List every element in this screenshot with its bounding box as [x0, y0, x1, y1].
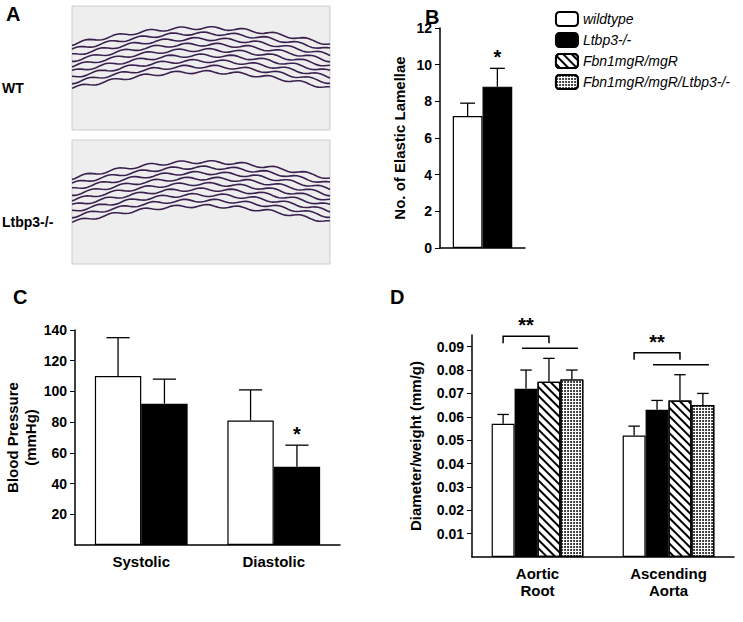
- svg-text:No. of Elastic Lamellae: No. of Elastic Lamellae: [391, 56, 408, 219]
- svg-text:C: C: [13, 286, 27, 308]
- svg-text:Ascending: Ascending: [630, 565, 707, 582]
- svg-text:140: 140: [44, 322, 68, 338]
- svg-text:**: **: [649, 331, 665, 353]
- svg-text:WT: WT: [2, 80, 24, 96]
- svg-text:0.06: 0.06: [437, 409, 464, 425]
- svg-text:Ltbp3-/-: Ltbp3-/-: [583, 32, 632, 48]
- svg-text:Diameter/weight (mm/g): Diameter/weight (mm/g): [407, 361, 424, 531]
- svg-text:Systolic: Systolic: [112, 553, 170, 570]
- svg-text:12: 12: [416, 20, 432, 36]
- svg-text:Diastolic: Diastolic: [242, 553, 305, 570]
- svg-text:**: **: [518, 314, 534, 336]
- svg-text:0.05: 0.05: [437, 432, 464, 448]
- svg-text:4: 4: [424, 167, 432, 183]
- svg-text:6: 6: [424, 130, 432, 146]
- svg-text:120: 120: [44, 353, 68, 369]
- svg-text:A: A: [6, 3, 20, 25]
- svg-text:0.03: 0.03: [437, 479, 464, 495]
- svg-text:Aorta: Aorta: [649, 582, 689, 599]
- svg-text:100: 100: [44, 383, 68, 399]
- svg-text:0.08: 0.08: [437, 362, 464, 378]
- svg-text:0.07: 0.07: [437, 385, 464, 401]
- svg-text:Fbn1mgR/mgR: Fbn1mgR/mgR: [583, 53, 678, 69]
- svg-text:*: *: [293, 423, 301, 445]
- svg-text:(mmHg): (mmHg): [22, 409, 39, 466]
- svg-text:Ltbp3-/-: Ltbp3-/-: [2, 214, 54, 230]
- svg-text:Aortic: Aortic: [516, 565, 559, 582]
- svg-text:0.04: 0.04: [437, 456, 464, 472]
- svg-text:8: 8: [424, 93, 432, 109]
- svg-text:Blood Pressure: Blood Pressure: [4, 382, 21, 493]
- svg-text:80: 80: [51, 414, 67, 430]
- svg-text:40: 40: [51, 476, 67, 492]
- svg-text:10: 10: [416, 57, 432, 73]
- svg-text:0.02: 0.02: [437, 502, 464, 518]
- svg-text:wildtype: wildtype: [583, 11, 634, 27]
- svg-text:D: D: [390, 286, 404, 308]
- svg-text:20: 20: [51, 506, 67, 522]
- svg-text:0.01: 0.01: [437, 526, 464, 542]
- svg-text:Fbn1mgR/mgR/Ltbp3-/-: Fbn1mgR/mgR/Ltbp3-/-: [583, 74, 730, 90]
- svg-text:2: 2: [424, 203, 432, 219]
- svg-text:*: *: [493, 46, 501, 68]
- svg-text:60: 60: [51, 445, 67, 461]
- svg-text:B: B: [425, 6, 439, 28]
- svg-text:Root: Root: [520, 582, 554, 599]
- svg-text:0: 0: [424, 240, 432, 256]
- svg-text:0.09: 0.09: [437, 339, 464, 355]
